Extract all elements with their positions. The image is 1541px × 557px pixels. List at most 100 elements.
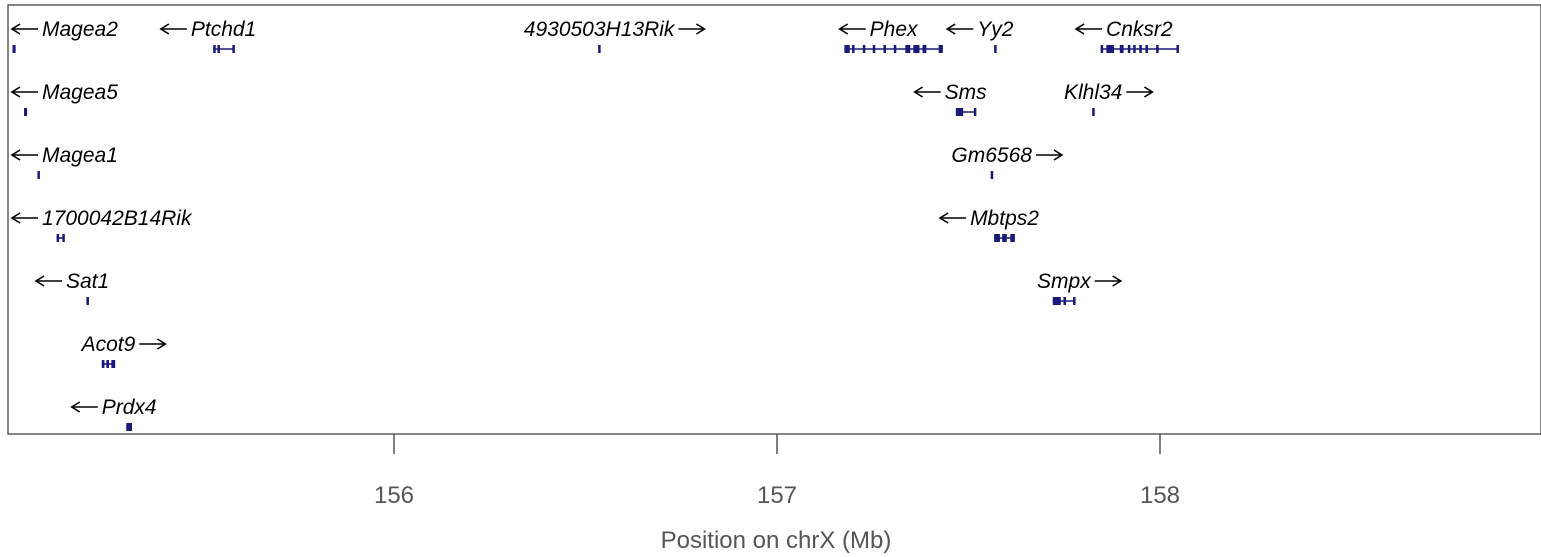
gene-label: Sat1 [66,270,109,293]
gene-label: Prdx4 [102,396,157,419]
gene-yy2: Yy2 [945,18,1014,53]
gene-exon [1139,45,1142,53]
gene-exon [844,45,850,53]
gene-4930503h13rik: 4930503H13Rik [524,18,706,53]
gene-gm6568: Gm6568 [951,144,1064,179]
gene-label: Magea5 [42,81,118,104]
strand-arrow-right-icon [1094,275,1123,287]
gene-label: Magea1 [42,144,118,167]
strand-arrow-left-icon [1074,23,1103,35]
strand-arrow-head [1112,275,1123,287]
gene-exon [56,234,60,242]
gene-label: Mbtps2 [970,207,1039,230]
gene-exon [1100,45,1104,53]
gene-exon [893,45,897,53]
gene-exon [598,45,601,53]
gene-magea1: Magea1 [10,144,118,179]
gene-exon [990,171,994,179]
strand-arrow-left-icon [10,23,38,35]
strand-arrow-right-icon [139,338,167,350]
gene-exon [938,45,943,53]
strand-arrow-head [10,212,21,224]
strand-arrow-head [34,275,45,287]
plot-frame [7,4,1541,435]
gene-phex: Phex [838,18,943,53]
gene-exon [913,45,920,53]
strand-arrow-left-icon [10,149,38,161]
gene-exon [862,45,866,53]
strand-arrow-head [938,212,949,224]
gene-exon [955,108,964,116]
gene-exon [883,45,886,53]
strand-arrow-left-icon [10,86,38,98]
x-tick-label: 156 [374,482,414,509]
gene-exon [1052,297,1061,305]
strand-arrow-right-icon [678,23,706,35]
gene-mbtps2: Mbtps2 [938,207,1039,242]
strand-arrow-head [913,86,924,98]
gene-label: Smpx [1037,270,1092,293]
gene-sat1: Sat1 [34,270,109,305]
strand-arrow-head [1074,23,1085,35]
gene-sms: Sms [913,81,988,116]
gene-1700042b14rik: 1700042B14Rik [10,207,193,242]
gene-exon [1156,45,1159,53]
strand-arrow-left-icon [945,23,974,35]
gene-smpx: Smpx [1037,270,1123,305]
gene-label: Ptchd1 [191,18,256,41]
gene-label: Klhl34 [1064,81,1122,104]
x-axis: 156 157 158 [374,434,1180,509]
gene-exon [1145,45,1148,53]
gene-label: 4930503H13Rik [524,18,676,41]
strand-arrow-head [159,23,170,35]
gene-layer: Magea2 Ptchd1 4930503H13Rik Phex Yy2 Cnksr2 Ma… [10,18,1179,431]
gene-label: Magea2 [42,18,118,41]
gene-label: Phex [870,18,919,41]
gene-exon [37,171,40,179]
x-axis-title: Position on chrX (Mb) [661,527,892,554]
strand-arrow-head [695,23,706,35]
x-tick-label: 157 [757,482,797,509]
gene-exon [126,423,133,431]
gene-exon [1063,297,1066,305]
strand-arrow-left-icon [70,401,98,413]
strand-arrow-head [156,338,167,350]
gene-exon [1133,45,1136,53]
gene-exon [86,297,89,305]
gene-exon [994,234,1000,242]
gene-label: Yy2 [977,18,1014,41]
gene-prdx4: Prdx4 [70,396,157,431]
gene-exon [905,45,911,53]
gene-exon [217,45,220,53]
strand-arrow-left-icon [10,212,38,224]
gene-exon [1127,45,1131,53]
gene-exon [111,360,116,368]
strand-arrow-left-icon [159,23,187,35]
gene-exon [1092,108,1095,116]
strand-arrow-head [10,149,21,161]
strand-arrow-head [70,401,81,413]
gene-exon [922,45,927,53]
gene-label: Gm6568 [951,144,1032,167]
gene-exon [872,45,876,53]
x-tick-label: 158 [1140,482,1180,509]
strand-arrow-head [1053,149,1064,161]
gene-exon [213,45,216,53]
strand-arrow-left-icon [34,275,62,287]
strand-arrow-head [10,23,21,35]
gene-exon [1010,234,1015,242]
gene-ptchd1: Ptchd1 [159,18,256,53]
gene-exon [1119,45,1124,53]
strand-arrow-head [945,23,956,35]
gene-klhl34: Klhl34 [1064,81,1154,116]
gene-label: 1700042B14Rik [42,207,193,230]
gene-label: Sms [945,81,988,104]
strand-arrow-left-icon [938,212,967,224]
strand-arrow-head [10,86,21,98]
strand-arrow-right-icon [1126,86,1154,98]
strand-arrow-left-icon [913,86,941,98]
gene-exon [101,360,105,368]
strand-arrow-right-icon [1035,149,1064,161]
gene-exon [232,45,235,53]
